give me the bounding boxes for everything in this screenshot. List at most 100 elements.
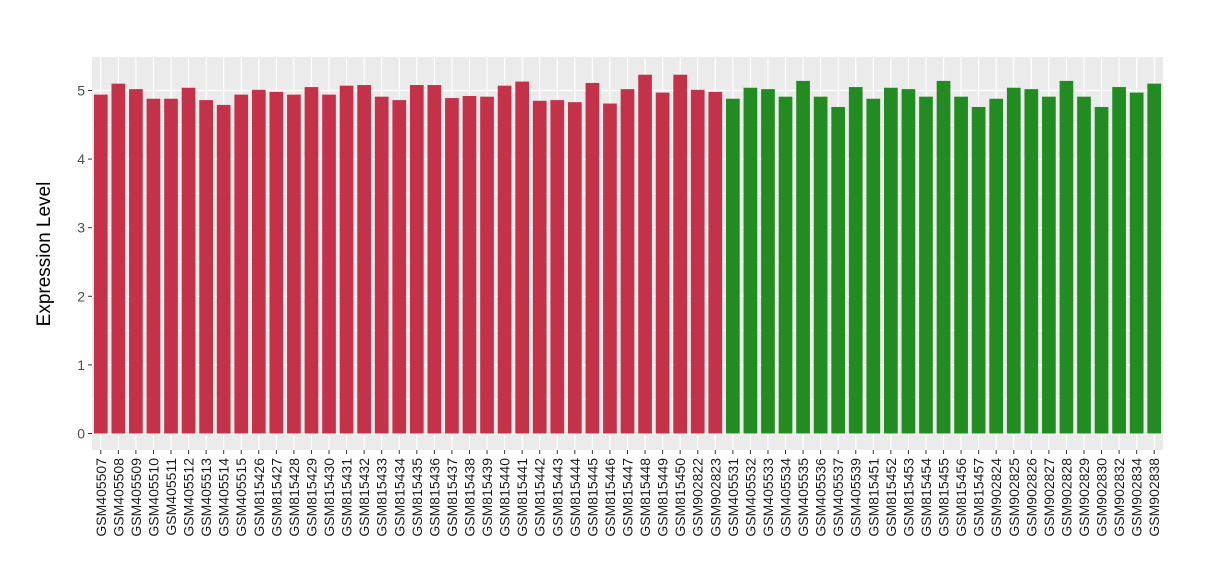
- x-tick-label: GSM405532: [742, 458, 758, 537]
- bar-GSM815431: [339, 85, 354, 434]
- bar-GSM815453: [901, 89, 916, 434]
- y-tick-label: 0: [77, 426, 85, 442]
- bar-GSM902824: [989, 98, 1004, 434]
- x-tick-label: GSM815429: [303, 458, 319, 537]
- bar-GSM815450: [673, 74, 688, 434]
- x-tick-label: GSM815432: [356, 458, 372, 537]
- x-tick-label: GSM902834: [1129, 458, 1145, 537]
- bar-GSM405509: [129, 89, 143, 434]
- bar-GSM815448: [638, 74, 652, 434]
- bar-GSM815455: [936, 80, 951, 434]
- bar-GSM902825: [1006, 87, 1021, 434]
- x-tick-label: GSM815427: [268, 458, 284, 537]
- x-tick-label: GSM405533: [760, 458, 776, 537]
- x-tick-label: GSM815455: [936, 458, 952, 537]
- bar-GSM405515: [234, 94, 249, 434]
- bar-GSM405512: [181, 87, 196, 434]
- x-tick-label: GSM902826: [1023, 458, 1039, 537]
- x-tick-label: GSM405512: [181, 458, 197, 537]
- bar-GSM902838: [1147, 83, 1162, 434]
- bar-GSM815454: [919, 96, 933, 434]
- x-tick-label: GSM815440: [497, 458, 513, 537]
- x-tick-label: GSM815441: [514, 458, 530, 537]
- bar-GSM815432: [357, 85, 371, 434]
- bar-GSM815429: [304, 87, 319, 434]
- bar-GSM405535: [796, 80, 810, 434]
- bar-GSM405534: [778, 96, 793, 434]
- x-tick-label: GSM815454: [918, 458, 934, 537]
- bar-GSM405514: [216, 104, 231, 434]
- bar-GSM815438: [462, 95, 477, 434]
- x-tick-label: GSM405535: [795, 458, 811, 537]
- y-axis-title: Expression Level: [34, 182, 55, 327]
- x-tick-label: GSM815448: [637, 458, 653, 537]
- x-tick-label: GSM815437: [444, 458, 460, 537]
- x-tick-label: GSM405509: [128, 458, 144, 537]
- x-tick-label: GSM815456: [953, 458, 969, 537]
- x-tick-label: GSM405508: [110, 458, 126, 537]
- x-tick-label: GSM815452: [883, 458, 899, 537]
- bar-GSM815456: [954, 96, 968, 434]
- x-tick-label: GSM815453: [900, 458, 916, 537]
- x-tick-label: GSM902827: [1041, 458, 1057, 537]
- bar-GSM815451: [866, 98, 881, 434]
- bar-GSM815457: [971, 106, 986, 434]
- x-tick-label: GSM815428: [286, 458, 302, 537]
- x-tick-label: GSM405515: [233, 458, 249, 537]
- x-tick-label: GSM902830: [1094, 458, 1110, 537]
- x-tick-label: GSM902829: [1076, 458, 1092, 537]
- x-tick-label: GSM405511: [163, 458, 179, 536]
- bar-GSM902827: [1042, 96, 1056, 434]
- x-tick-label: GSM815439: [479, 458, 495, 537]
- bar-GSM815428: [287, 94, 301, 434]
- x-tick-label: GSM815451: [865, 458, 881, 537]
- x-tick-label: GSM405514: [216, 458, 232, 537]
- bar-GSM815436: [427, 85, 442, 434]
- bar-GSM815449: [655, 92, 670, 434]
- x-tick-label: GSM815434: [391, 458, 407, 537]
- bar-GSM405531: [725, 98, 740, 434]
- x-tick-label: GSM405539: [848, 458, 864, 537]
- x-axis: GSM405507 GSM405508 GSM405509 GSM405510 GSM4…: [93, 450, 1162, 537]
- y-tick-label: 5: [77, 83, 85, 99]
- y-tick-label: 2: [77, 288, 85, 304]
- x-tick-label: GSM405531: [725, 458, 741, 537]
- x-tick-label: GSM815447: [620, 458, 636, 537]
- x-tick-label: GSM815444: [567, 458, 583, 537]
- x-tick-label: GSM405510: [145, 458, 161, 537]
- bar-GSM902826: [1024, 89, 1039, 434]
- x-tick-label: GSM902838: [1146, 458, 1162, 537]
- bar-GSM902823: [708, 91, 723, 434]
- x-tick-label: GSM902822: [690, 458, 706, 537]
- bar-GSM405532: [743, 87, 758, 434]
- x-tick-label: GSM815438: [461, 458, 477, 537]
- x-tick-label: GSM815426: [251, 458, 267, 537]
- bar-GSM815426: [251, 89, 266, 434]
- x-tick-label: GSM902825: [1006, 458, 1022, 537]
- x-tick-label: GSM405536: [813, 458, 829, 537]
- x-tick-label: GSM815449: [655, 458, 671, 537]
- y-tick-label: 4: [77, 151, 85, 167]
- bar-GSM815444: [567, 102, 582, 434]
- bar-GSM405513: [199, 100, 213, 434]
- bar-GSM815437: [445, 98, 459, 434]
- x-tick-label: GSM815435: [409, 458, 425, 537]
- x-tick-label: GSM815445: [584, 458, 600, 537]
- bar-GSM815439: [480, 96, 494, 434]
- bar-GSM815440: [497, 85, 512, 434]
- bar-GSM815441: [515, 81, 530, 434]
- bar-GSM405507: [93, 94, 108, 434]
- bar-GSM815435: [409, 85, 424, 434]
- x-tick-label: GSM815443: [549, 458, 565, 537]
- bar-GSM405511: [164, 98, 178, 434]
- bar-GSM405510: [146, 98, 161, 434]
- bar-GSM815447: [620, 89, 635, 434]
- bar-GSM902830: [1094, 106, 1109, 434]
- bar-GSM902822: [690, 89, 705, 434]
- bar-GSM815446: [603, 103, 617, 434]
- x-tick-label: GSM815436: [426, 458, 442, 537]
- bar-GSM902832: [1112, 87, 1126, 434]
- y-axis: 0 1 2 3 4 5: [77, 83, 92, 442]
- x-tick-label: GSM405507: [93, 458, 109, 537]
- bar-GSM815433: [374, 96, 389, 434]
